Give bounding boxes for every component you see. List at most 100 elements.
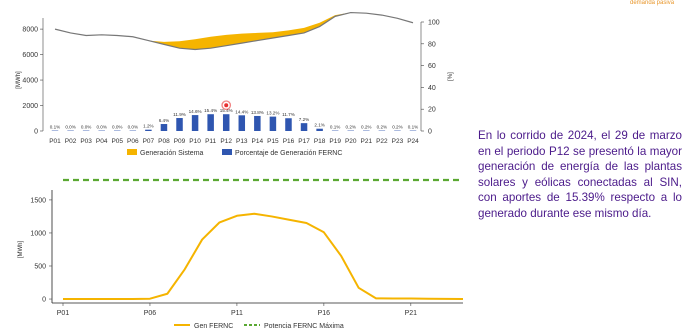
period-label: P07 <box>143 138 155 145</box>
fernc-bar-label: 0.2% <box>392 125 402 130</box>
period-label: P14 <box>252 138 264 145</box>
period-label: P21 <box>361 138 373 145</box>
fernc-bar <box>176 118 183 131</box>
x-tick-label: P11 <box>231 310 243 317</box>
generation-line <box>54 11 414 51</box>
period-label: P22 <box>376 138 388 145</box>
fernc-bar-label: 13.2% <box>266 111 279 116</box>
y-tick-label: 500 <box>34 263 46 270</box>
fernc-bar <box>222 114 230 131</box>
fernc-bar-label: 7.2% <box>299 117 309 122</box>
period-label: P01 <box>49 138 61 145</box>
description-text: En lo corrido de 2024, el 29 de marzo en… <box>478 129 682 220</box>
period-label: P17 <box>298 138 310 145</box>
x-tick-label: P06 <box>144 310 157 317</box>
fernc-bar-label: 14.4% <box>235 109 248 114</box>
fernc-bar-label: 11.7% <box>282 112 295 117</box>
fernc-bar-label: 15.4% <box>204 108 217 113</box>
fernc-bar <box>285 118 292 131</box>
fernc-bar <box>160 124 168 131</box>
period-tick-labels: P01 P02 P03 P04 P05 P06 P07 P08 P09 P10 P11 P12 P13 P… <box>49 138 419 145</box>
right-tick-label: 20 <box>428 107 436 114</box>
x-tick-label: P01 <box>57 310 70 317</box>
top-chart: 0 2000 4000 6000 8000 0 20 40 60 80 100 0.1% 0.0% 0… <box>16 11 454 157</box>
fernc-bar-label: 6.4% <box>159 118 169 123</box>
legend-swatch-generation <box>127 149 137 155</box>
period-label: P12 <box>220 138 232 145</box>
legend-max-power: Potencia FERNC Máxima <box>264 323 344 330</box>
fernc-bar-label: 0.2% <box>377 125 387 130</box>
fernc-bar-label: 0.0% <box>112 125 122 130</box>
left-tick-label: 0 <box>34 129 38 136</box>
period-label: P11 <box>205 138 216 145</box>
fernc-bar-label: 0.1% <box>50 125 60 130</box>
legend-gen-fernc: Gen FERNC <box>194 323 233 330</box>
fernc-bar-label: 0.0% <box>96 125 106 130</box>
right-axis: 0 20 40 60 80 100 <box>420 20 440 136</box>
fernc-bar-label: 0.0% <box>81 125 91 130</box>
bottom-x-ticks: P01 P06 P11 P16 P21 <box>57 303 417 317</box>
fernc-bar <box>207 114 214 131</box>
left-tick-label: 4000 <box>22 78 38 85</box>
legend-generation: Generación Sistema <box>140 150 204 157</box>
bottom-y-ticks: 0 500 1000 1500 <box>30 197 52 304</box>
left-tick-label: 8000 <box>22 27 38 34</box>
period-label: P10 <box>189 138 201 145</box>
fernc-bar <box>254 115 261 131</box>
fernc-bar-label: 0.2% <box>345 125 355 130</box>
left-axis-label: [MWh] <box>16 71 22 89</box>
fernc-bars: 0.1% 0.0% 0.0% 0.0% 0.0% 0.0% 1.2%6.4%11.9%14.… <box>50 100 418 131</box>
y-tick-label: 0 <box>42 297 46 304</box>
bottom-y-axis-label: [MWh] <box>18 240 24 258</box>
fernc-bar-label: 11.9% <box>173 112 186 117</box>
right-axis-label: [%] <box>448 72 454 81</box>
right-tick-label: 80 <box>428 41 436 48</box>
period-label: P16 <box>283 138 295 145</box>
highlight-marker <box>224 103 229 108</box>
gen-fernc-line <box>63 212 464 301</box>
y-tick-label: 1000 <box>30 230 46 237</box>
period-label: P02 <box>65 138 77 145</box>
period-label: P03 <box>80 138 92 145</box>
period-label: P05 <box>111 138 123 145</box>
x-tick-label: P16 <box>318 310 331 317</box>
fernc-bar <box>191 115 199 131</box>
fernc-bar-label: 0.2% <box>361 125 371 130</box>
period-label: P08 <box>158 138 170 145</box>
x-tick-label: P21 <box>405 310 418 317</box>
brand-text: demanda pasiva <box>630 0 675 6</box>
fernc-bar <box>145 129 152 131</box>
fernc-bar-label: 15.4% <box>220 108 233 113</box>
fernc-bar <box>269 116 277 131</box>
fernc-bar-label: 0.0% <box>65 125 75 130</box>
period-label: P13 <box>236 138 248 145</box>
fernc-bar-label: 0.0% <box>128 125 138 130</box>
right-tick-label: 100 <box>428 20 440 27</box>
top-legend: Generación Sistema Porcentaje de Generac… <box>127 149 342 157</box>
period-label: P19 <box>329 138 341 145</box>
left-tick-label: 6000 <box>22 52 38 59</box>
right-tick-label: 40 <box>428 85 436 92</box>
period-label: P20 <box>345 138 357 145</box>
right-tick-label: 0 <box>428 129 432 136</box>
fernc-bar <box>238 115 246 131</box>
period-label: P15 <box>267 138 279 145</box>
fernc-bar-label: 2.1% <box>314 123 324 128</box>
bottom-chart: 0 500 1000 1500 P01 P06 P11 P16 P21 [MWh] Gen F… <box>18 190 464 330</box>
bottom-legend: Gen FERNC Potencia FERNC Máxima <box>174 323 344 330</box>
period-label: P04 <box>96 138 108 145</box>
right-tick-label: 60 <box>428 63 436 70</box>
left-tick-label: 2000 <box>22 103 38 110</box>
fernc-bar-label: 0.1% <box>330 125 340 130</box>
fernc-bar-label: 13.8% <box>251 110 264 115</box>
fernc-bar-label: 0.1% <box>408 125 418 130</box>
period-label: P09 <box>174 138 186 145</box>
period-label: P24 <box>407 138 419 145</box>
period-label: P18 <box>314 138 326 145</box>
highlight-ring <box>221 100 232 111</box>
left-axis: 0 2000 4000 6000 8000 <box>22 18 44 136</box>
y-tick-label: 1500 <box>30 197 46 204</box>
fernc-bar <box>300 123 308 131</box>
period-label: P06 <box>127 138 139 145</box>
